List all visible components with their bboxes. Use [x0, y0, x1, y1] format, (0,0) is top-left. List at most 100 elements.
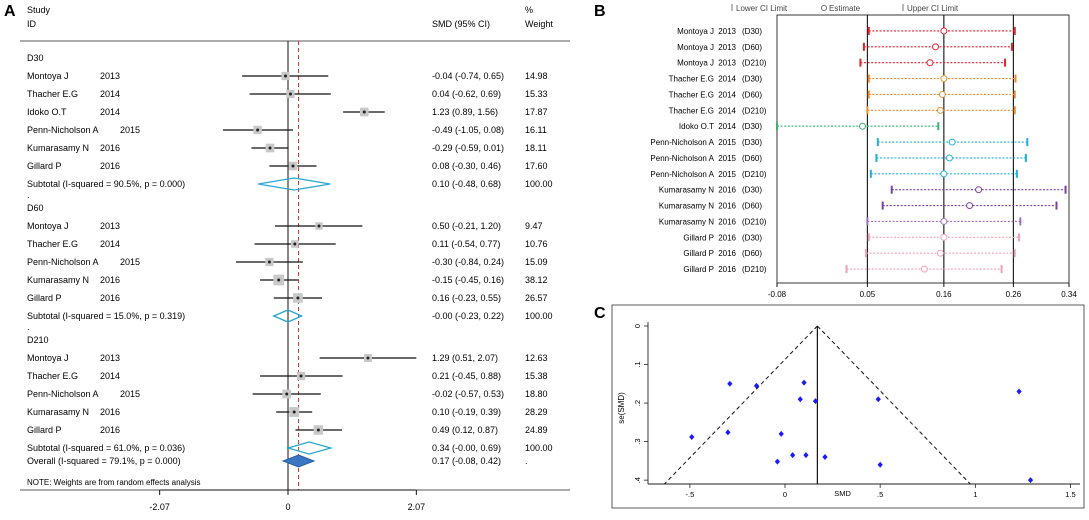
group-label: D210 [27, 335, 49, 345]
forest-x-axis: -2.07 0 2.07 [149, 489, 425, 512]
point-estimate [296, 296, 300, 300]
interval-study-day: (D60) [742, 202, 762, 211]
funnel-x-tick-label: 1 [973, 490, 977, 499]
subtotal-diamond [258, 177, 331, 191]
interval-study-day: (D210) [742, 106, 767, 115]
study-name: Kumarasamy N [27, 407, 89, 417]
funnel-point [689, 433, 695, 440]
study-weight: 18.80 [525, 389, 548, 399]
interval-estimate [859, 122, 867, 130]
study-ci-text: -0.29 (-0.59, 0.01) [432, 143, 504, 153]
study-ci-text: 0.16 (-0.23, 0.55) [432, 293, 501, 303]
study-ci-text: 0.10 (-0.19, 0.39) [432, 407, 501, 417]
point-estimate [317, 224, 321, 228]
interval-study-year: 2015 [718, 138, 736, 147]
subtotal-label: Subtotal (I-squared = 90.5%, p = 0.000) [27, 179, 185, 189]
group-label: D30 [27, 53, 44, 63]
study-ci-text: -0.30 (-0.84, 0.24) [432, 257, 504, 267]
legend-estimate-text: Estimate [829, 4, 861, 13]
interval-legend: Lower CI Limit Estimate Upper CI Limit [731, 4, 959, 13]
funnel-point [812, 398, 819, 405]
study-year: 2015 [120, 389, 140, 399]
study-weight: 17.87 [525, 107, 548, 117]
interval-estimate [920, 265, 928, 273]
study-ci-text: 0.49 (0.12, 0.87) [432, 425, 498, 435]
subtotal-weight: 100.00 [525, 179, 553, 189]
subtotal-label: Subtotal (I-squared = 61.0%, p = 0.036) [27, 443, 185, 453]
group-separator: . [27, 322, 30, 332]
interval-estimate [940, 27, 948, 35]
study-weight: 10.76 [525, 239, 548, 249]
study-ci-text: 1.29 (0.51, 2.07) [432, 353, 498, 363]
interval-study-name: Thacher E.G [669, 106, 714, 115]
study-weight: 18.11 [525, 143, 547, 153]
interval-study-day: (D60) [742, 249, 762, 258]
header-id: ID [27, 19, 37, 29]
funnel-point [801, 379, 807, 386]
subtotal-ci-text: 0.34 (-0.00, 0.69) [432, 443, 501, 453]
funnel-point [725, 429, 731, 436]
study-name: Gillard P [27, 425, 62, 435]
interval-study-day: (D30) [742, 138, 762, 147]
subtotal-ci-text: -0.00 (-0.23, 0.22) [432, 311, 504, 321]
interval-study-name: Thacher E.G [669, 90, 714, 99]
interval-study-day: (D30) [742, 75, 762, 84]
funnel-point [778, 430, 784, 437]
study-name: Montoya J [27, 353, 69, 363]
interval-study-year: 2016 [718, 233, 736, 242]
study-name: Penn-Nicholson A [27, 125, 99, 135]
interval-estimate [975, 186, 983, 194]
study-year: 2013 [100, 221, 120, 231]
point-estimate [277, 278, 281, 282]
study-name: Thacher E.G [27, 371, 78, 381]
interval-study-name: Gillard P [683, 265, 714, 274]
study-year: 2013 [100, 353, 120, 363]
study-weight: 14.98 [525, 71, 548, 81]
study-name: Montoya J [27, 71, 69, 81]
legend-upper-text: Upper CI Limit [907, 4, 959, 13]
interval-estimate [932, 43, 940, 51]
interval-estimate [945, 154, 953, 162]
point-estimate [284, 74, 288, 78]
study-name: Thacher E.G [27, 89, 78, 99]
interval-study-name: Penn-Nicholson A [650, 138, 714, 147]
study-weight: 12.63 [525, 353, 548, 363]
study-name: Gillard P [27, 293, 62, 303]
interval-estimate [938, 90, 946, 98]
interval-estimate [948, 138, 956, 146]
study-weight: 15.33 [525, 89, 548, 99]
funnel-y-tick-label: 0 [633, 324, 642, 328]
study-weight: 26.57 [525, 293, 548, 303]
interval-study-name: Kumarasamy N [659, 202, 714, 211]
group-separator: . [27, 454, 30, 464]
study-weight: 9.47 [525, 221, 543, 231]
interval-estimate [940, 170, 948, 178]
funnel-point [877, 461, 883, 468]
interval-study-name: Penn-Nicholson A [650, 154, 714, 163]
study-year: 2016 [100, 293, 120, 303]
group-label: D60 [27, 203, 44, 213]
study-year: 2016 [100, 425, 120, 435]
group-separator: . [27, 190, 30, 200]
forest-axis-tick-label: 0 [285, 502, 290, 512]
interval-axis-tick-label: 0.16 [936, 290, 952, 299]
interval-study-name: Kumarasamy N [659, 217, 714, 226]
interval-study-day: (D60) [742, 43, 762, 52]
panel-c-label: C [594, 305, 606, 322]
subtotal-ci-text: 0.10 (-0.48, 0.68) [432, 179, 501, 189]
interval-study-year: 2014 [718, 75, 736, 84]
interval-estimate [940, 217, 948, 225]
study-ci-text: 0.11 (-0.54, 0.77) [432, 239, 500, 249]
study-name: Kumarasamy N [27, 275, 89, 285]
legend-estimate-marker [820, 4, 828, 12]
interval-study-day: (D30) [742, 27, 762, 36]
header-weight: Weight [525, 19, 553, 29]
study-weight: 24.89 [525, 425, 548, 435]
subtotal-weight: 100.00 [525, 443, 553, 453]
funnel-x-tick-label: .5 [877, 490, 883, 499]
interval-study-year: 2016 [718, 249, 736, 258]
interval-study-day: (D60) [742, 90, 762, 99]
funnel-x-tick-label: 0 [783, 490, 787, 499]
panel-a-forest-plot: A Study ID SMD (95% CI) % Weight D30 Mont… [4, 3, 570, 512]
